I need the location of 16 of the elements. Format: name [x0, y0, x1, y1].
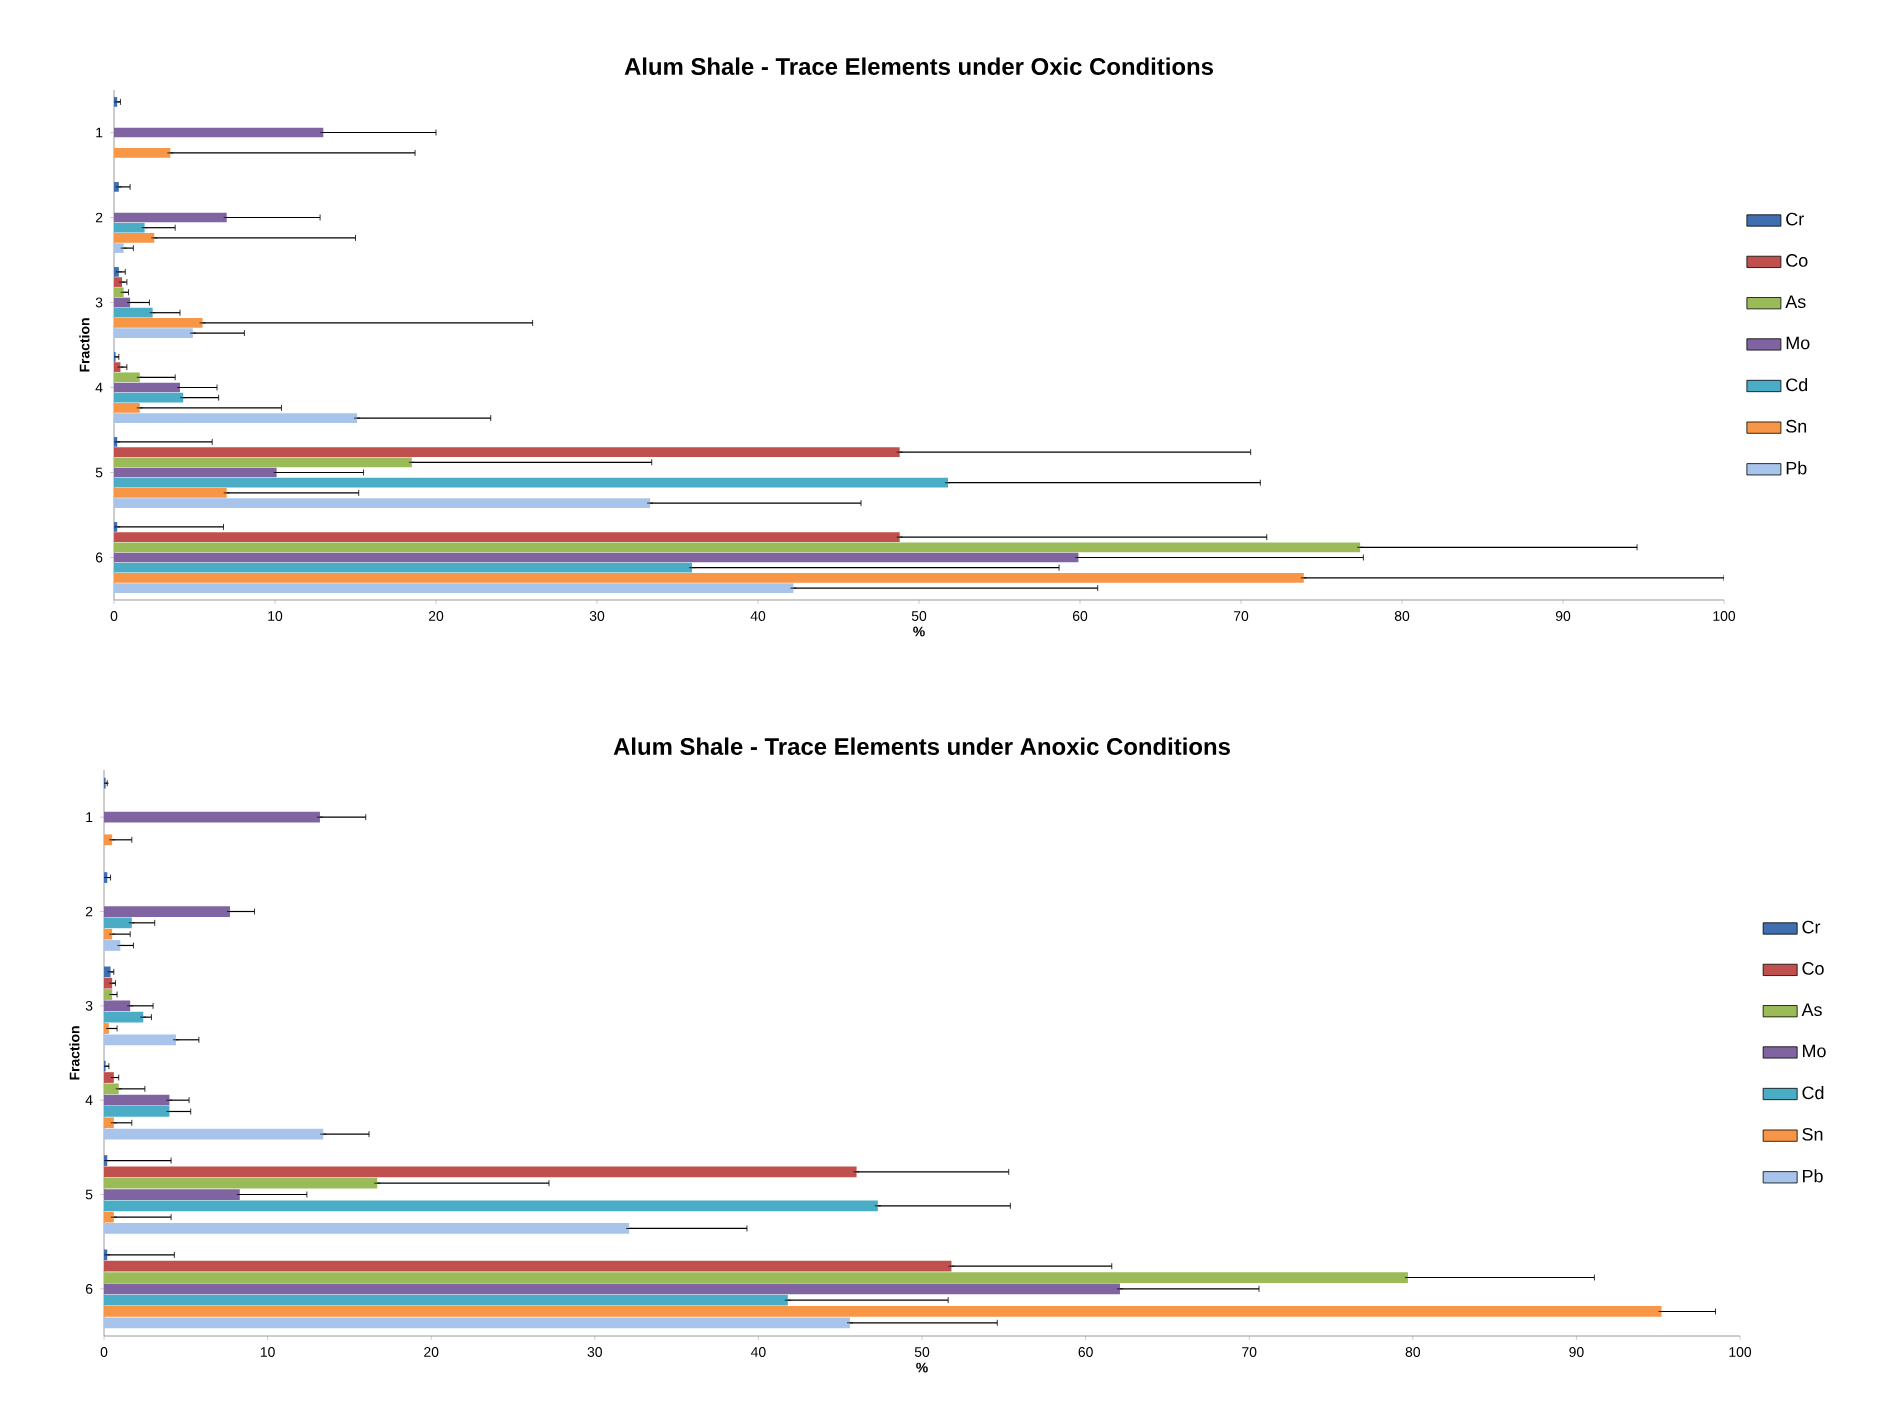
legend-label: Mo: [1786, 336, 1810, 350]
legend-label: Sn: [1786, 419, 1807, 433]
legend-label: As: [1785, 295, 1806, 309]
legend-label: Cd: [1802, 1086, 1824, 1100]
legend-label: Pb: [1786, 461, 1807, 475]
legend-label: Pb: [1803, 1169, 1823, 1183]
legend-label: Co: [1786, 254, 1808, 267]
legend-label: Co: [1802, 962, 1824, 975]
legend-label: Mo: [1803, 1044, 1826, 1058]
chart-title: Alum Shale - Trace Elements under Oxic Conditions: [624, 57, 1213, 75]
legend-label: Cr: [1786, 212, 1804, 226]
legend-label: Sn: [1802, 1127, 1823, 1141]
legend-label: As: [1801, 1003, 1822, 1017]
legend-label: Cd: [1786, 377, 1808, 392]
chart-title: Alum Shale - Trace Elements under Anoxic Conditions: [613, 737, 1230, 755]
legend-label: Cr: [1802, 920, 1821, 934]
